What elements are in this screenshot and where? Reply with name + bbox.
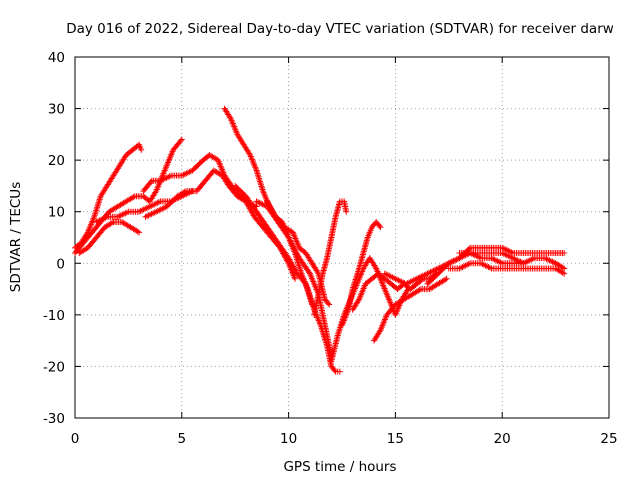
tick-labels: 0 5 10 15 20 25 -30 -20 -10 0 10 20 30 40 bbox=[43, 50, 618, 447]
data-point bbox=[376, 328, 383, 335]
data-point bbox=[355, 297, 362, 304]
x-tick-label: 20 bbox=[494, 431, 511, 447]
x-tick-label: 5 bbox=[178, 431, 187, 447]
grid bbox=[75, 57, 609, 418]
data-point bbox=[561, 249, 568, 256]
y-tick-label: -10 bbox=[43, 308, 65, 324]
x-tick-label: 25 bbox=[600, 431, 617, 447]
y-tick-label: 20 bbox=[48, 153, 65, 169]
data-point bbox=[177, 137, 184, 144]
data-point bbox=[465, 245, 472, 252]
data-point bbox=[227, 114, 234, 121]
data-point bbox=[138, 146, 145, 153]
x-tick-label: 0 bbox=[71, 431, 80, 447]
y-tick-label: -30 bbox=[43, 411, 65, 427]
data-point bbox=[325, 300, 332, 307]
data-point bbox=[372, 263, 379, 270]
data-point bbox=[134, 228, 141, 235]
data-point bbox=[336, 368, 343, 375]
chart-title: Day 016 of 2022, Sidereal Day-to-day VTE… bbox=[66, 21, 614, 37]
data-point bbox=[416, 286, 423, 293]
data-point bbox=[292, 275, 299, 282]
y-tick-label: 0 bbox=[56, 256, 65, 272]
data-point bbox=[246, 150, 253, 157]
data-point bbox=[326, 301, 333, 308]
data-point bbox=[377, 224, 384, 231]
data-point bbox=[561, 265, 568, 272]
data-points bbox=[72, 105, 568, 375]
data-point bbox=[178, 136, 185, 143]
data-point bbox=[343, 208, 350, 215]
x-tick-label: 10 bbox=[280, 431, 297, 447]
data-point bbox=[331, 367, 338, 374]
data-point bbox=[314, 269, 321, 276]
data-point bbox=[559, 269, 566, 276]
data-point bbox=[559, 264, 566, 271]
data-point bbox=[130, 194, 137, 201]
data-point bbox=[309, 301, 316, 308]
x-tick-label: 15 bbox=[387, 431, 404, 447]
data-point bbox=[181, 188, 188, 195]
data-point bbox=[152, 189, 159, 196]
y-tick-label: 40 bbox=[48, 50, 65, 66]
data-point bbox=[147, 179, 154, 186]
plot-frame bbox=[74, 56, 610, 419]
y-tick-label: 10 bbox=[48, 205, 65, 221]
data-point bbox=[442, 276, 449, 283]
data-point bbox=[376, 222, 383, 229]
data-point bbox=[443, 275, 450, 282]
axis-ticks bbox=[74, 56, 610, 419]
data-point bbox=[109, 219, 116, 226]
y-axis-label: SDTVAR / TECUs bbox=[8, 182, 24, 292]
data-point bbox=[136, 229, 143, 236]
y-tick-label: -20 bbox=[43, 359, 65, 375]
data-point bbox=[561, 270, 568, 277]
y-tick-label: 30 bbox=[48, 102, 65, 118]
x-axis-label: GPS time / hours bbox=[283, 459, 396, 475]
